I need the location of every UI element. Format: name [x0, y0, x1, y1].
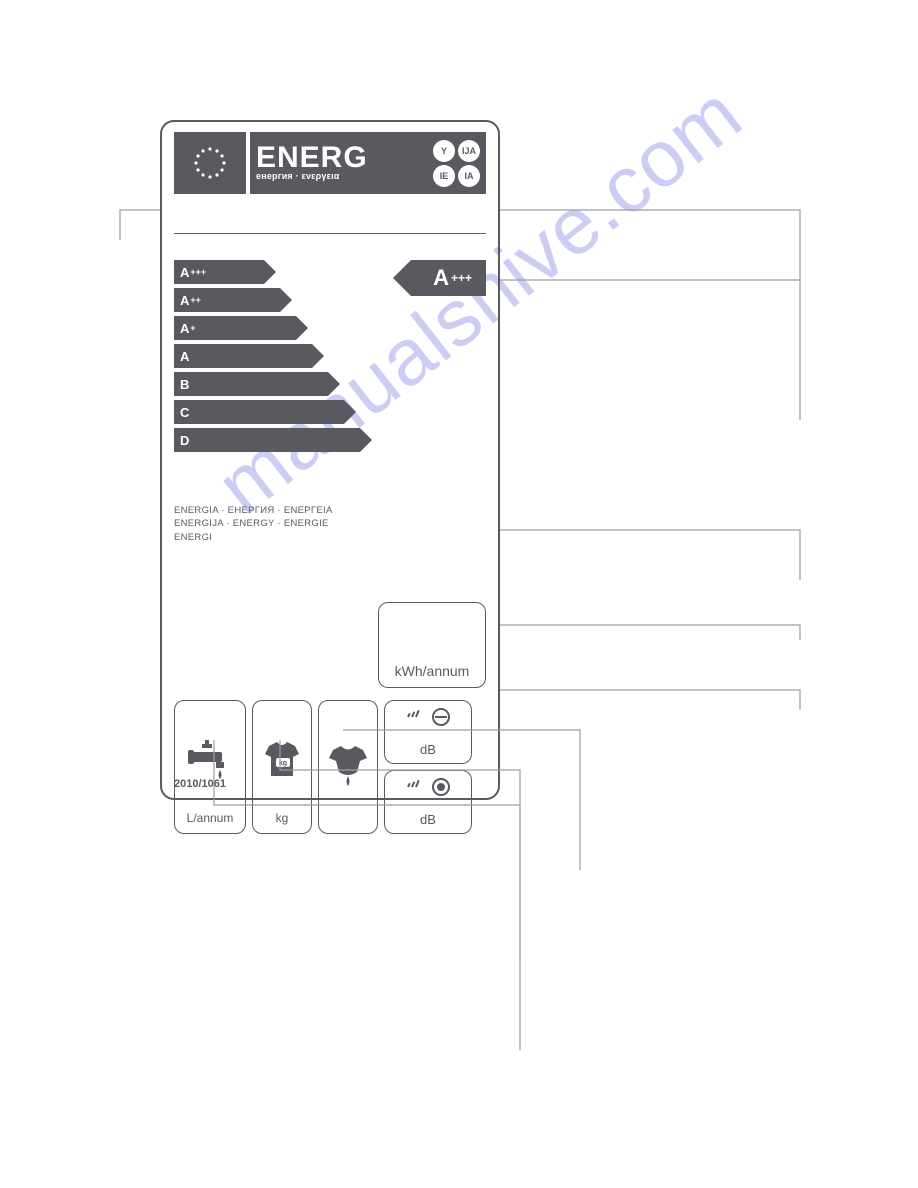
callout-kwh-right [500, 530, 800, 580]
energ-title: ENERG [256, 145, 429, 171]
energ-title-box: ENERG енергия · ενεργεια Y IJA IE IA [250, 132, 486, 194]
noise-spin-box: dB [384, 770, 472, 834]
capacity-unit: kg [276, 811, 289, 825]
water-unit: L/annum [187, 811, 234, 825]
energy-multilang-label: ENERGIA · ЕНЕРГИЯ · ΕΝΕΡΓΕΙΑ ENERGIJA · … [174, 504, 486, 544]
svg-text:kg: kg [279, 760, 287, 767]
header-row: ENERG енергия · ενεργεια Y IJA IE IA [174, 132, 486, 194]
noise-spin-unit: dB [420, 812, 436, 827]
water-consumption-box: L/annum [174, 700, 246, 834]
spin-efficiency-box [318, 700, 378, 834]
energy-words-line1: ENERGIA · ЕНЕРГИЯ · ΕΝΕΡΓΕΙΑ [174, 504, 486, 517]
efficiency-bar-c: C [174, 400, 344, 424]
suffix-ia: IA [458, 165, 480, 187]
efficiency-bar-b: B [174, 372, 328, 396]
efficiency-bar-a++: A++ [174, 288, 280, 312]
tshirt-kg-icon: kg [261, 709, 303, 811]
wet-tshirt-icon [327, 709, 369, 825]
noise-column: dB dB [384, 700, 472, 834]
energy-class-arrow: A+++ [411, 260, 486, 296]
noise-wash-box: dB [384, 700, 472, 764]
regulation-number: 2010/1061 [174, 778, 226, 790]
spin-drum-icon [431, 777, 451, 797]
callout-db2-right [500, 690, 800, 710]
energy-class-letter: A [433, 265, 449, 291]
kwh-unit: kWh/annum [395, 663, 470, 679]
callout-brand-left [120, 210, 160, 240]
energ-subtitle: енергия · ενεργεια [256, 171, 429, 181]
energ-suffix-grid: Y IJA IE IA [433, 140, 480, 187]
energy-words-line3: ENERGI [174, 531, 486, 544]
energy-words-line2: ENERGIJA · ENERGY · ENERGIE [174, 517, 486, 530]
callout-model-right [500, 210, 800, 280]
callout-db1-right [500, 625, 800, 640]
brand-model-placeholder [174, 200, 486, 234]
wash-drum-icon [431, 707, 451, 727]
capacity-box: kg kg [252, 700, 312, 834]
kwh-annum-box: kWh/annum [378, 602, 486, 688]
eu-flag-icon [174, 132, 246, 194]
efficiency-bar-a+: A+ [174, 316, 296, 340]
efficiency-scale: A+++A++A+ABCD A+++ [174, 260, 486, 460]
sound-waves-icon [405, 777, 427, 797]
efficiency-bar-d: D [174, 428, 360, 452]
energy-class-sup: +++ [451, 271, 472, 285]
suffix-ija: IJA [458, 140, 480, 162]
sound-waves-icon [405, 707, 427, 727]
tap-icon [188, 709, 232, 811]
callout-class-right [500, 280, 800, 420]
energy-label-card: ENERG енергия · ενεργεια Y IJA IE IA A++… [160, 120, 500, 800]
pictogram-row: L/annum kg kg [174, 700, 486, 834]
suffix-y: Y [433, 140, 455, 162]
suffix-ie: IE [433, 165, 455, 187]
efficiency-bar-a+++: A+++ [174, 260, 264, 284]
noise-wash-unit: dB [420, 742, 436, 757]
efficiency-bar-a: A [174, 344, 312, 368]
